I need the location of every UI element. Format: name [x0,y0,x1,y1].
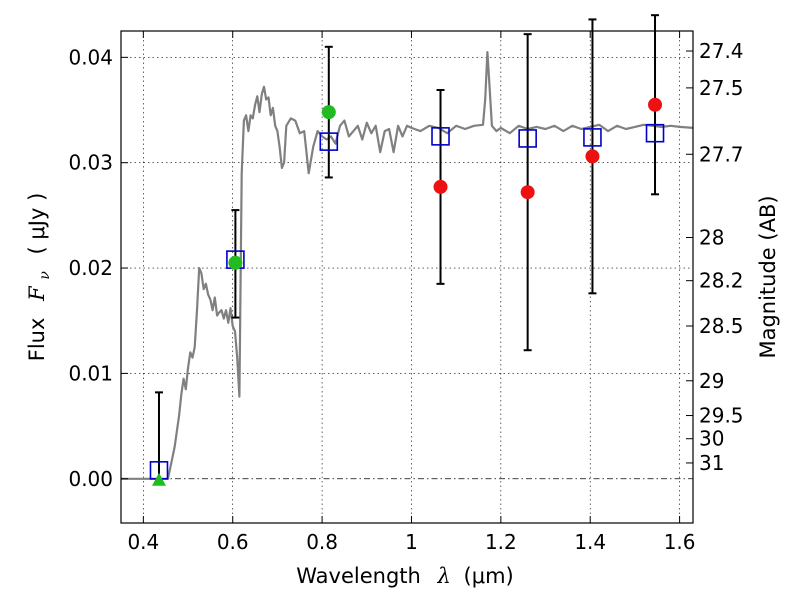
x-axis-ticks: 0.4 0.6 0.8 1 1.2 1.4 1.6 [127,31,696,554]
observed-point [321,105,336,120]
x-tick-label: 1.2 [485,530,517,554]
y-axis-label-symbol: F [25,285,49,302]
model-square-point [645,123,665,143]
x-tick-label: 1 [405,530,418,554]
magnitude-tick-label: 28 [699,225,724,249]
observed-point [585,149,600,164]
observed-point [520,185,535,200]
y-axis-label-subscript: ν [37,271,53,280]
x-tick-label: 1.6 [664,530,696,554]
x-tick-label: 0.4 [127,530,159,554]
upper-limit-point [151,472,166,486]
y2-axis-label: Magnitude (AB) [756,195,780,358]
magnitude-tick-label: 28.2 [699,269,744,293]
spectrum-series [121,50,694,480]
magnitude-tick-label: 30 [699,427,724,451]
plot-frame [120,30,694,524]
y-tick-label: 0.02 [68,256,113,280]
x-axis-label: Wavelength λ (μm) [296,564,513,588]
model-square-point [431,127,450,146]
magnitude-tick-label: 27.4 [699,39,744,63]
gridlines [121,31,693,523]
x-tick-label: 1.4 [574,530,606,554]
y-axis-label-unit: ( μJy ) [25,193,49,255]
model-square-point [319,132,339,151]
observed-point [228,255,243,270]
magnitude-tick-label: 27.5 [699,76,744,100]
x-axis-label-unit: (μm) [464,564,514,588]
y-tick-label: 0.04 [68,45,113,69]
x-axis-label-symbol: λ [437,564,451,588]
model-square-point [518,129,537,148]
y-tick-label: 0.03 [68,151,113,175]
observed-point [433,179,448,194]
magnitude-tick-label: 29 [699,369,724,393]
y-tick-label: 0.00 [68,467,113,491]
x-tick-label: 0.8 [306,530,338,554]
y-tick-label: 0.01 [68,361,113,385]
plot-background [121,31,693,523]
magnitude-tick-label: 27.7 [699,142,744,166]
x-axis-label-text: Wavelength [296,564,421,588]
spectrum-line [121,50,694,480]
observed-point [648,97,663,112]
y-axis-label-text: Flux [25,318,49,362]
magnitude-tick-label: 31 [699,451,724,475]
magnitude-tick-label: 28.5 [699,314,744,338]
model-square-point [583,128,602,147]
data-markers [149,97,665,486]
magnitude-tick-label: 29.5 [699,404,744,428]
y-axis-ticks: 0.00 0.01 0.02 0.03 0.04 [68,45,128,491]
x-tick-label: 0.6 [217,530,249,554]
y-axis-label: Flux F ν ( μJy ) [25,193,54,362]
